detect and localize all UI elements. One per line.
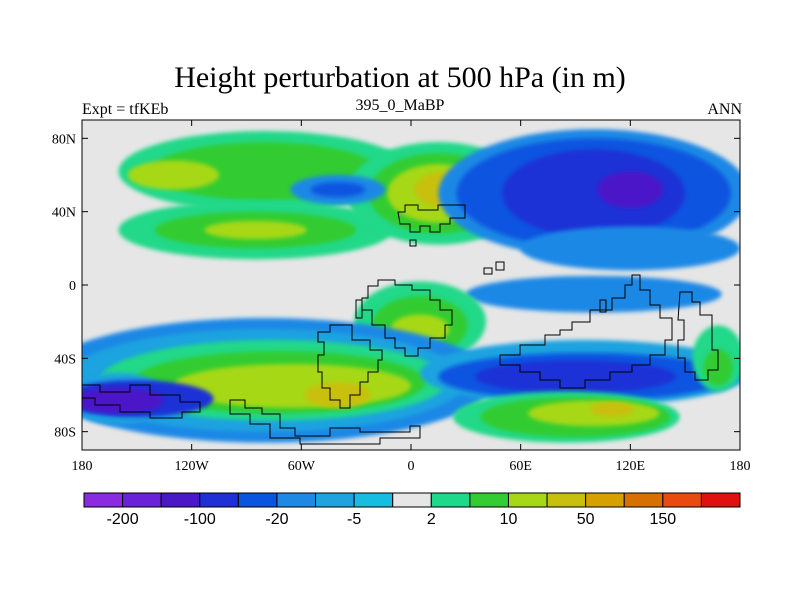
colorbar-box: [392, 492, 432, 508]
y-tick-label: 40S: [54, 352, 76, 367]
colorbar-box: [507, 492, 548, 508]
map-title: Height perturbation at 500 hPa (in m): [174, 61, 626, 94]
colorbar-box: [623, 492, 664, 508]
colorbar-box: [353, 492, 394, 508]
colorbar-label: 50: [577, 511, 595, 528]
colorbar-label: 2: [427, 511, 436, 528]
x-tick-label: 120E: [616, 459, 646, 474]
contour-region-13: [502, 149, 686, 238]
contour-fill-layer: [82, 129, 740, 443]
contour-region-16: [310, 182, 366, 198]
coastline-layer: [82, 204, 719, 445]
y-tick-label: 80S: [54, 426, 76, 441]
colorbar-label: 10: [500, 511, 518, 528]
contour-region-18: [465, 275, 722, 313]
colorbar-box: [662, 492, 702, 508]
colorbar-label: -5: [347, 511, 361, 528]
x-tick-label: 60E: [509, 459, 532, 474]
colorbar-box: [160, 492, 201, 508]
x-tick-label: 60W: [288, 459, 316, 474]
contour-region-30: [82, 387, 165, 414]
colorbar-label: -200: [107, 511, 139, 528]
coastline-europe: [397, 204, 466, 233]
colorbar-box: [469, 492, 509, 508]
colorbar-box: [585, 492, 625, 508]
colorbar-box: [276, 492, 317, 508]
contour-region-14: [597, 171, 664, 209]
map-plot-area: 180 120W 60W 0 60E 120E 180 80N 40N 0 40S 80S: [52, 119, 751, 474]
contour-region-37: [590, 402, 634, 417]
coastline-islands: [355, 239, 607, 319]
axis-ticks: 180 120W 60W 0 60E 120E 180 80N 40N 0 40S 80S: [52, 120, 751, 474]
coastline-africa: [361, 279, 453, 357]
time-label: 395_0_MaBP: [355, 97, 445, 114]
colorbar-box: [430, 492, 471, 508]
x-tick-label: 180: [730, 459, 751, 474]
colorbar-box: [315, 492, 355, 508]
colorbar-label: -100: [184, 511, 216, 528]
experiment-label: Expt = tfKEb: [82, 101, 169, 118]
colorbar-box: [546, 492, 587, 508]
colorbar-box: [122, 492, 162, 508]
colorbar: -200 -100 -20 -5 2 10 50 150: [83, 492, 741, 528]
y-tick-label: 40N: [52, 206, 76, 221]
season-label: ANN: [707, 101, 742, 118]
coastline-asia: [499, 274, 673, 389]
contour-region-6: [204, 220, 307, 240]
coastline-antarctica-central: [229, 399, 421, 445]
colorbar-box: [237, 492, 278, 508]
colorbar-label: -20: [265, 511, 288, 528]
contour-region-27: [304, 382, 371, 408]
colorbar-box: [199, 492, 239, 508]
coastline-australia: [677, 291, 719, 381]
y-tick-label: 0: [69, 279, 76, 294]
x-tick-label: 180: [72, 459, 93, 474]
colorbar-box: [700, 492, 741, 508]
x-tick-label: 0: [408, 459, 415, 474]
colorbar-label: 150: [649, 511, 676, 528]
x-tick-label: 120W: [175, 459, 210, 474]
colorbar-box: [83, 492, 124, 508]
y-tick-label: 80N: [52, 132, 76, 147]
coastline-south-america: [317, 324, 383, 409]
contour-region-3: [127, 160, 220, 190]
contour-region-17: [520, 226, 740, 271]
contour-region-33: [474, 360, 677, 394]
coastline-antarctica-west: [82, 384, 201, 419]
